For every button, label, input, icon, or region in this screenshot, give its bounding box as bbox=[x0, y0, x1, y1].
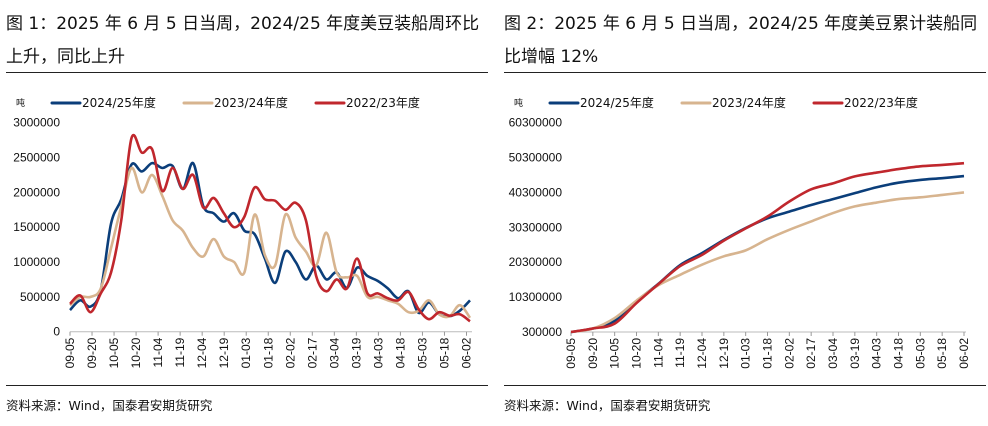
x-tick-label: 11-19 bbox=[173, 337, 187, 367]
chart-panel-2: 图 2：2025 年 6 月 5 日当周，2024/25 年度美豆累计装船同比增… bbox=[498, 0, 986, 426]
x-tick-label: 11-04 bbox=[651, 338, 665, 368]
chart-title: 图 2：2025 年 6 月 5 日当周，2024/25 年度美豆累计装船同比增… bbox=[504, 14, 978, 67]
x-tick-label: 04-03 bbox=[371, 337, 385, 368]
x-tick-label: 09-05 bbox=[564, 338, 578, 369]
series-line-2023-24年度 bbox=[570, 191, 965, 334]
x-tick-label: 03-04 bbox=[826, 338, 840, 369]
x-tick-label: 05-03 bbox=[415, 337, 429, 368]
chart-panel-1: 图 1：2025 年 6 月 5 日当周，2024/25 年度美豆装船周环比上升… bbox=[0, 0, 488, 426]
x-tick-label: 11-19 bbox=[673, 338, 687, 368]
x-tick-label: 04-18 bbox=[892, 338, 906, 369]
x-tick-label: 04-03 bbox=[870, 338, 884, 369]
legend-label: 2024/25年度 bbox=[580, 95, 654, 110]
x-tick-label: 02-02 bbox=[283, 337, 297, 368]
x-tick-label: 10-20 bbox=[129, 337, 143, 368]
y-tick-label: 1000000 bbox=[13, 255, 60, 269]
x-tick-label: 11-04 bbox=[151, 337, 165, 367]
x-tick-label: 05-03 bbox=[913, 338, 927, 369]
y-tick-label: 500000 bbox=[20, 290, 60, 304]
series-line-2023-24年度 bbox=[69, 166, 472, 319]
x-tick-label: 01-03 bbox=[239, 337, 253, 368]
chart-title: 图 1：2025 年 6 月 5 日当周，2024/25 年度美豆装船周环比上升… bbox=[6, 14, 480, 67]
y-tick-label: 60300000 bbox=[509, 116, 563, 130]
cumulative-shipments-chart: 吨 2024/25年度 2023/24年度 2022/23年度 300000 103000… bbox=[509, 95, 971, 369]
y-tick-label: 2500000 bbox=[13, 151, 60, 165]
x-tick-label: 10-05 bbox=[608, 338, 622, 369]
legend-label: 2022/23年度 bbox=[844, 95, 918, 110]
x-tick-label: 04-18 bbox=[393, 337, 407, 368]
divider bbox=[6, 72, 488, 73]
y-tick-label: 50300000 bbox=[509, 151, 563, 165]
source-note: 资料来源：Wind，国泰君安期货研究 bbox=[6, 398, 213, 413]
weekly-shipments-chart: 吨 2024/25年度 2023/24年度 2022/23年度 0 500000 10000… bbox=[13, 95, 474, 368]
y-tick-label: 20300000 bbox=[509, 255, 563, 269]
x-tick-label: 02-17 bbox=[305, 337, 319, 368]
y-tick-label: 0 bbox=[53, 325, 60, 339]
x-tick-label: 01-18 bbox=[261, 337, 275, 368]
divider bbox=[504, 385, 986, 386]
y-axis-unit: 吨 bbox=[16, 97, 25, 109]
divider bbox=[6, 385, 488, 386]
x-tick-label: 09-05 bbox=[63, 337, 77, 368]
x-tick-label: 10-05 bbox=[107, 337, 121, 368]
legend-label: 2023/24年度 bbox=[214, 95, 288, 110]
x-tick-label: 01-03 bbox=[739, 338, 753, 369]
legend-label: 2023/24年度 bbox=[712, 95, 786, 110]
y-tick-label: 40300000 bbox=[509, 185, 563, 199]
series-line-2022-23年度 bbox=[570, 161, 965, 334]
y-tick-label: 2000000 bbox=[13, 185, 60, 199]
y-tick-label: 1500000 bbox=[13, 220, 60, 234]
series-line-2022-23年度 bbox=[69, 134, 471, 323]
x-tick-label: 12-19 bbox=[217, 337, 231, 368]
legend-label: 2024/25年度 bbox=[82, 95, 156, 110]
x-tick-label: 03-19 bbox=[848, 338, 862, 369]
legend-label: 2022/23年度 bbox=[346, 95, 420, 110]
source-note: 资料来源：Wind，国泰君安期货研究 bbox=[504, 398, 711, 413]
x-tick-label: 05-18 bbox=[437, 337, 451, 368]
x-tick-label: 06-02 bbox=[460, 337, 474, 368]
y-tick-label: 10300000 bbox=[509, 290, 563, 304]
x-tick-label: 10-20 bbox=[630, 338, 644, 369]
x-tick-label: 02-02 bbox=[782, 338, 796, 369]
divider bbox=[504, 72, 986, 73]
x-tick-label: 03-04 bbox=[327, 337, 341, 368]
x-tick-label: 09-20 bbox=[85, 337, 99, 368]
x-tick-label: 03-19 bbox=[349, 337, 363, 368]
x-tick-label: 09-20 bbox=[586, 338, 600, 369]
x-tick-label: 01-18 bbox=[761, 338, 775, 369]
x-tick-label: 06-02 bbox=[957, 338, 971, 369]
x-tick-label: 05-18 bbox=[935, 338, 949, 369]
y-tick-label: 3000000 bbox=[13, 116, 60, 130]
y-tick-label: 30300000 bbox=[509, 220, 563, 234]
y-axis-unit: 吨 bbox=[514, 97, 523, 109]
x-tick-label: 02-17 bbox=[804, 338, 818, 369]
x-tick-label: 12-04 bbox=[195, 337, 209, 368]
y-tick-label: 300000 bbox=[522, 325, 562, 339]
x-tick-label: 12-04 bbox=[695, 338, 709, 369]
x-tick-label: 12-19 bbox=[717, 338, 731, 369]
